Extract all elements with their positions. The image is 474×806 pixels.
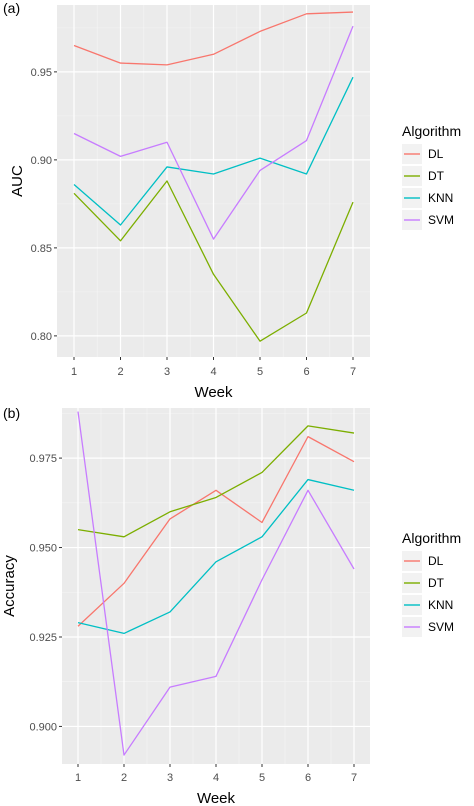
panel-label: (a) <box>3 0 20 16</box>
legend-label-dl: DL <box>428 554 444 568</box>
chart-panel-b: (b) 0.900 0.925 0.950 0.975 1 2 3 4 5 6 7 Week Accura… <box>1 405 461 806</box>
x-tick-label: 2 <box>117 366 123 378</box>
series-line-svm <box>77 411 355 756</box>
series-line-dt <box>77 425 355 538</box>
y-tick-label: 0.950 <box>29 543 57 555</box>
series-lines <box>73 11 354 342</box>
y-tick-label: 0.975 <box>29 453 57 465</box>
series-line-dl <box>73 11 354 66</box>
legend-label-dt: DT <box>428 169 445 183</box>
legend-label-knn: KNN <box>428 191 453 205</box>
y-tick-label: 0.90 <box>31 155 52 167</box>
x-tick-label: 3 <box>164 366 170 378</box>
legend-label-svm: SVM <box>428 620 454 634</box>
chart-panel-a: (a) 0.80 0.85 0.90 0.95 1 2 3 4 5 6 7 Week AUC Algorit… <box>3 0 461 401</box>
series-lines <box>77 411 355 756</box>
series-line-knn <box>77 478 355 635</box>
y-tick-label: 0.900 <box>29 721 57 733</box>
gridlines <box>57 5 370 357</box>
y-tick-label: 0.80 <box>31 331 52 343</box>
panel-label: (b) <box>3 405 20 421</box>
x-tick-label: 5 <box>259 772 265 784</box>
y-axis-title: AUC <box>9 165 26 197</box>
series-line-dt <box>73 180 354 342</box>
x-tick-label: 7 <box>350 366 356 378</box>
x-tick-label: 4 <box>213 772 219 784</box>
gridlines <box>62 408 370 764</box>
series-line-dl <box>77 435 355 627</box>
legend: Algorithm DL DT KNN SVM <box>402 123 461 230</box>
x-tick-label: 2 <box>121 772 127 784</box>
x-tick-label: 4 <box>210 366 216 378</box>
legend-title: Algorithm <box>402 530 461 546</box>
legend-label-knn: KNN <box>428 598 453 612</box>
x-tick-label: 7 <box>351 772 357 784</box>
x-tick-label: 3 <box>167 772 173 784</box>
legend-title: Algorithm <box>402 123 461 139</box>
legend: Algorithm DL DT KNN SVM <box>402 530 461 637</box>
series-line-knn <box>73 76 354 226</box>
legend-label-dl: DL <box>428 147 444 161</box>
legend-label-dt: DT <box>428 576 445 590</box>
y-tick-label: 0.95 <box>31 67 52 79</box>
x-tick-label: 1 <box>71 366 77 378</box>
x-tick-label: 6 <box>305 772 311 784</box>
x-tick-label: 1 <box>75 772 81 784</box>
y-tick-label: 0.85 <box>31 243 52 255</box>
y-axis-title: Accuracy <box>1 555 18 617</box>
y-tick-label: 0.925 <box>29 632 57 644</box>
x-tick-label: 5 <box>257 366 263 378</box>
x-axis-title: Week <box>197 790 236 806</box>
x-tick-label: 6 <box>303 366 309 378</box>
legend-label-svm: SVM <box>428 213 454 227</box>
series-line-svm <box>73 25 354 240</box>
x-axis-title: Week <box>194 384 233 401</box>
